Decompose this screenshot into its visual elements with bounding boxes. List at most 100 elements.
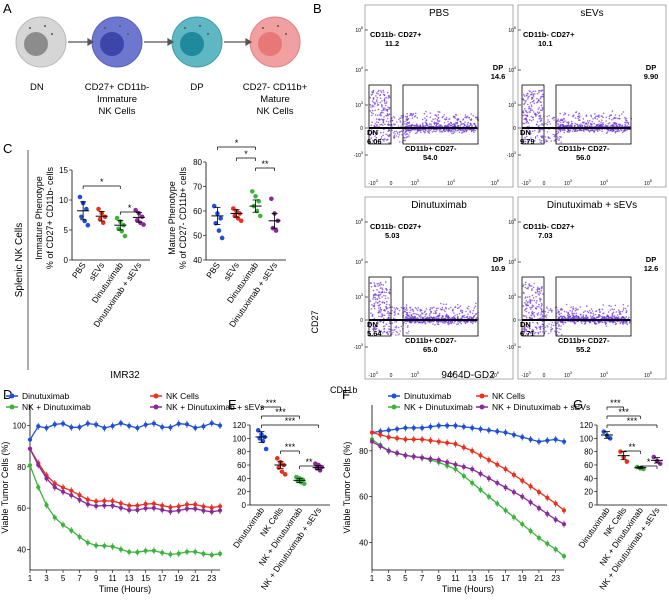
- flow-event-dot: [387, 95, 390, 97]
- flow-event-dot: [475, 125, 477, 128]
- flow-event-dot: [407, 330, 410, 333]
- series-marker: [470, 448, 475, 453]
- flow-event-dot: [587, 311, 590, 314]
- flow-event-dot: [531, 96, 533, 99]
- flow-event-dot: [380, 111, 383, 114]
- flow-event-dot: [575, 128, 577, 131]
- flow-event-dot: [529, 299, 531, 302]
- flow-event-dot: [458, 306, 460, 309]
- flow-event-dot: [540, 287, 543, 290]
- flow-event-dot: [369, 322, 371, 324]
- flow-event-dot: [574, 309, 577, 312]
- flow-event-dot: [387, 333, 389, 335]
- flow-event-dot: [371, 109, 374, 112]
- flow-event-dot: [448, 124, 451, 126]
- series-marker: [193, 425, 198, 430]
- flow-event-dot: [558, 328, 561, 330]
- flow-event-dot: [443, 125, 446, 127]
- flow-event-dot: [375, 301, 377, 303]
- flow-event-dot: [605, 132, 608, 134]
- flow-event-dot: [541, 108, 544, 110]
- series-marker: [378, 432, 383, 437]
- flow-event-dot: [624, 123, 626, 126]
- flow-event-dot: [459, 120, 462, 123]
- flow-xtick-label: 0: [543, 181, 546, 187]
- flow-event-dot: [577, 320, 579, 323]
- flow-event-dot: [626, 323, 629, 325]
- flow-event-dot: [416, 117, 419, 119]
- flow-event-dot: [602, 304, 604, 306]
- panel-letter-f: F: [342, 387, 350, 402]
- flow-event-dot: [379, 139, 382, 141]
- flow-event-dot: [371, 100, 374, 102]
- flow-event-dot: [525, 315, 527, 317]
- flow-event-dot: [601, 119, 603, 121]
- series-marker: [52, 485, 57, 490]
- sig-label: **: [262, 159, 270, 169]
- flow-event-dot: [443, 114, 446, 116]
- flow-event-dot: [460, 322, 463, 325]
- flow-event-dot: [409, 311, 411, 314]
- flow-event-dot: [378, 331, 381, 333]
- flow-event-dot: [549, 309, 552, 311]
- flow-event-dot: [442, 130, 445, 132]
- series-marker: [93, 503, 99, 509]
- flow-event-dot: [563, 113, 565, 116]
- series-marker: [503, 485, 508, 490]
- flow-event-dot: [456, 313, 459, 316]
- flow-event-dot: [472, 115, 475, 117]
- series-marker: [495, 462, 500, 467]
- flow-event-dot: [589, 315, 592, 317]
- gate-dn-label: DN: [367, 320, 378, 329]
- flow-event-dot: [400, 117, 402, 119]
- y-tick-label: 80: [193, 158, 202, 167]
- flow-event-dot: [416, 131, 418, 134]
- flow-event-dot: [378, 310, 380, 312]
- flow-event-dot: [523, 140, 525, 143]
- flow-event-dot: [380, 283, 383, 286]
- series-marker: [193, 549, 198, 554]
- flow-event-dot: [389, 142, 391, 144]
- series-marker: [93, 543, 99, 548]
- flow-event-dot: [559, 123, 562, 126]
- flow-event-dot: [542, 293, 544, 295]
- y-tick-label: 15: [59, 166, 68, 175]
- x-tick-label: 7: [77, 574, 82, 583]
- flow-event-dot: [602, 312, 605, 315]
- flow-event-dot: [558, 324, 560, 327]
- flow-event-dot: [536, 121, 539, 123]
- flow-xlabel: CD11b: [330, 385, 357, 395]
- mature-label-3: NK Cells: [257, 106, 294, 117]
- flow-event-dot: [605, 322, 607, 325]
- flow-event-dot: [394, 313, 397, 315]
- flow-event-dot: [569, 309, 571, 312]
- flow-event-dot: [625, 311, 628, 313]
- flow-event-dot: [395, 321, 398, 323]
- series-marker: [470, 480, 475, 486]
- flow-event-dot: [535, 326, 538, 329]
- flow-event-dot: [385, 303, 388, 306]
- flow-event-dot: [609, 129, 611, 132]
- flow-event-dot: [450, 121, 452, 124]
- series-marker: [77, 493, 82, 498]
- flow-event-dot: [370, 129, 373, 131]
- series-marker: [411, 425, 416, 431]
- flow-event-dot: [464, 121, 466, 123]
- flow-event-dot: [563, 310, 566, 313]
- flow-event-dot: [449, 129, 452, 132]
- flow-event-dot: [387, 307, 389, 309]
- flow-event-dot: [614, 316, 616, 319]
- panel-letter-g: G: [573, 397, 583, 412]
- flow-event-dot: [385, 133, 388, 136]
- flow-event-dot: [379, 311, 381, 314]
- flow-event-dot: [470, 320, 473, 323]
- flow-ytick-label: 103: [508, 293, 516, 301]
- flow-event-dot: [568, 313, 571, 316]
- flow-ylabel: CD27: [310, 310, 320, 333]
- gate-dp-label: DP: [646, 63, 656, 72]
- series-marker: [60, 485, 66, 490]
- flow-event-dot: [582, 118, 585, 120]
- flow-event-dot: [559, 130, 562, 133]
- flow-event-dot: [565, 303, 568, 306]
